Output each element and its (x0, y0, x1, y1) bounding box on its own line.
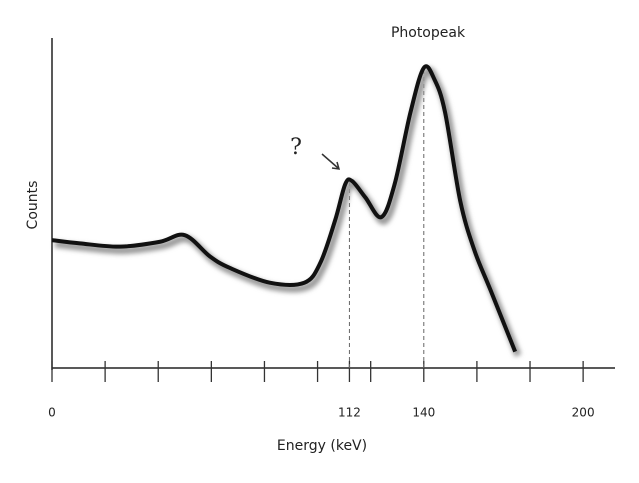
peak-label: Photopeak (391, 25, 466, 41)
x-axis-label: Energy (keV) (277, 438, 367, 454)
x-tick-label: 200 (572, 406, 595, 420)
x-tick-label: 0 (48, 406, 56, 420)
y-axis-label: Counts (25, 181, 41, 230)
x-tick-label: 112 (338, 406, 361, 420)
x-tick-label: 140 (412, 406, 435, 420)
line (51, 64, 518, 353)
line-shadow (54, 66, 522, 357)
arrow (321, 153, 341, 170)
annotation: ? (290, 135, 302, 160)
